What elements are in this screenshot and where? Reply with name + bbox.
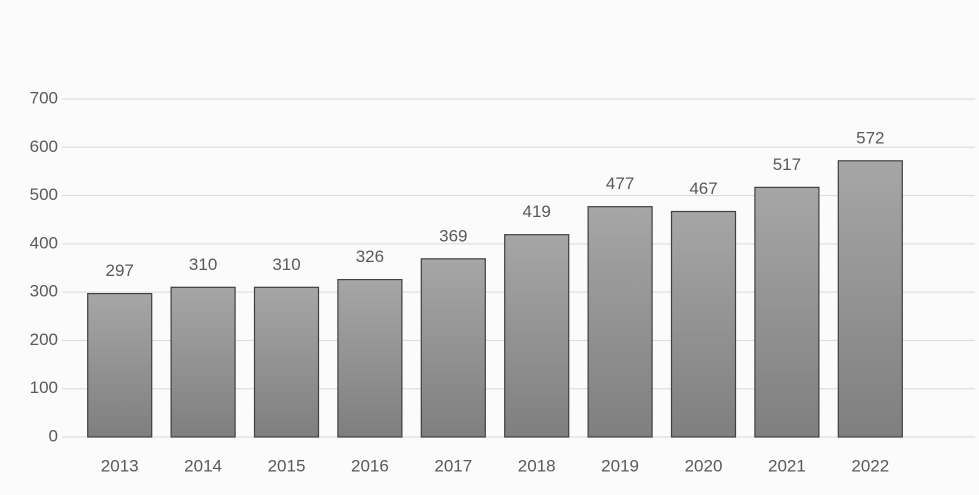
x-tick-label: 2018 xyxy=(518,456,556,475)
data-label: 419 xyxy=(523,202,551,221)
bar xyxy=(255,287,319,437)
data-label: 310 xyxy=(272,255,300,274)
data-label: 297 xyxy=(106,261,134,280)
data-label: 572 xyxy=(856,128,884,147)
data-label: 467 xyxy=(689,179,717,198)
bar xyxy=(171,287,235,437)
bar xyxy=(755,187,819,437)
bar xyxy=(88,294,152,437)
data-label: 326 xyxy=(356,247,384,266)
x-tick-label: 2015 xyxy=(268,456,306,475)
x-tick-label: 2017 xyxy=(434,456,472,475)
y-tick-label: 400 xyxy=(30,233,58,252)
bar xyxy=(838,161,902,437)
x-tick-label: 2021 xyxy=(768,456,806,475)
y-tick-label: 700 xyxy=(30,88,58,107)
bar xyxy=(338,280,402,437)
chart: 0 100 200 300 400 500 600 700 2013 297 2014 310 2015… xyxy=(0,0,979,495)
data-label: 369 xyxy=(439,226,467,245)
data-label: 477 xyxy=(606,174,634,193)
y-tick-label: 200 xyxy=(30,330,58,349)
y-tick-label: 600 xyxy=(30,137,58,156)
x-tick-label: 2020 xyxy=(685,456,723,475)
y-tick-label: 100 xyxy=(30,378,58,397)
data-label: 310 xyxy=(189,255,217,274)
y-tick-label: 0 xyxy=(49,426,58,445)
bar xyxy=(505,235,569,437)
data-label: 517 xyxy=(773,155,801,174)
y-tick-label: 300 xyxy=(30,282,58,301)
bar xyxy=(588,207,652,437)
x-tick-label: 2014 xyxy=(184,456,222,475)
x-tick-label: 2013 xyxy=(101,456,139,475)
x-tick-label: 2019 xyxy=(601,456,639,475)
bar xyxy=(672,212,736,437)
x-tick-label: 2016 xyxy=(351,456,389,475)
y-tick-label: 500 xyxy=(30,185,58,204)
bar xyxy=(421,259,485,437)
x-tick-label: 2022 xyxy=(851,456,889,475)
